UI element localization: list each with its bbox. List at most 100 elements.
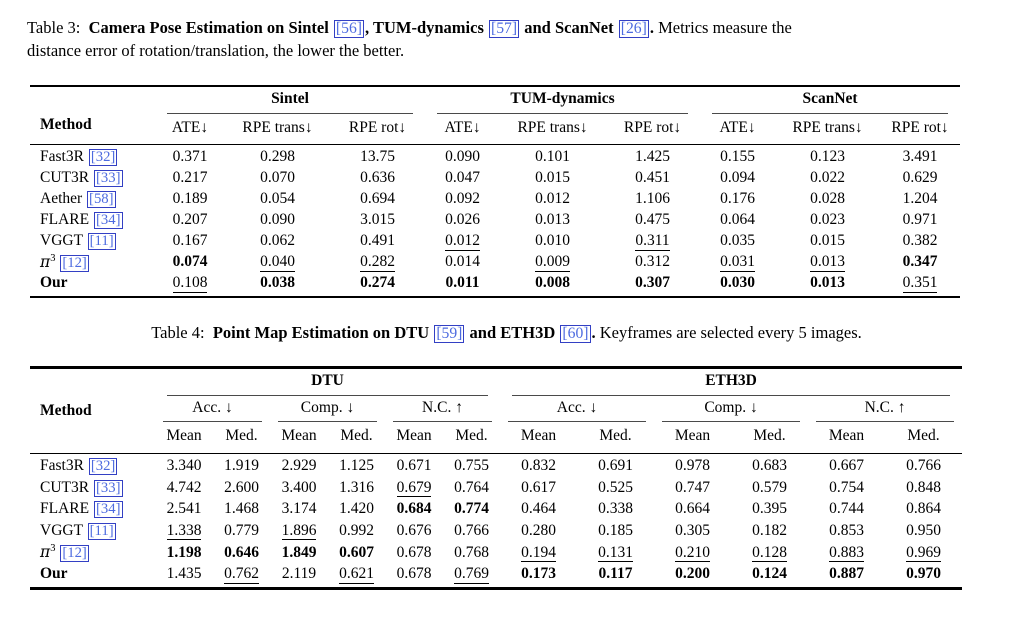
- metric-value: 3.491: [902, 148, 938, 166]
- metric-value: 1.204: [902, 190, 938, 208]
- metric-value: 0.744: [829, 500, 864, 518]
- citation-link[interactable]: [32]: [88, 458, 118, 475]
- value-cell: 1.435: [155, 564, 213, 589]
- metric-value: 3.174: [281, 500, 317, 518]
- citation-link[interactable]: [57]: [489, 20, 520, 38]
- value-cell: 0.744: [808, 499, 885, 521]
- method-name: Fast3R: [40, 148, 84, 166]
- table-row: Method DTU ETH3D: [30, 367, 962, 454]
- metric-value: 0.307: [635, 274, 670, 292]
- table-row: Acc. ↓ Comp. ↓ N.C. ↑ Acc. ↓ Comp. ↓ N.C. ↑: [30, 396, 962, 423]
- citation-link[interactable]: [34]: [93, 501, 123, 519]
- value-cell: 0.371: [155, 145, 225, 169]
- metric-value: 0.971: [902, 211, 938, 229]
- citation-link[interactable]: [32]: [88, 149, 118, 167]
- value-cell: 0.864: [885, 499, 962, 521]
- value-cell: 2.929: [270, 453, 328, 477]
- caption-text: Table 4:: [151, 323, 213, 342]
- value-cell: 0.491: [330, 231, 425, 252]
- metric-header-label: N.C. ↑: [422, 398, 463, 416]
- metric-value: 3.400: [281, 478, 317, 496]
- value-cell: 0.525: [577, 477, 654, 499]
- value-cell: 0.848: [885, 477, 962, 499]
- value-cell: 0.094: [700, 168, 775, 189]
- metric-value: 3.340: [166, 457, 202, 475]
- citation-link[interactable]: [58]: [87, 191, 116, 209]
- value-cell: 2.119: [270, 564, 328, 589]
- group-header-label: TUM-dynamics: [510, 90, 615, 107]
- metric-value: 0.950: [906, 522, 941, 540]
- value-cell: 0.074: [155, 252, 225, 273]
- value-cell: 0.274: [330, 273, 425, 297]
- metric-value: 0.200: [675, 565, 710, 583]
- subcolumn-header: Med.: [443, 422, 501, 454]
- subcolumn-header: Med.: [885, 422, 963, 454]
- subcolumn-header: Mean: [155, 422, 213, 454]
- metric-value: 0.013: [810, 274, 845, 292]
- citation-link[interactable]: [56]: [333, 20, 364, 38]
- citation-link[interactable]: [26]: [618, 20, 649, 38]
- value-cell: 0.883: [808, 542, 885, 564]
- metric-value: 1.316: [339, 478, 374, 496]
- value-cell: 0.853: [808, 521, 885, 543]
- value-cell: 0.970: [885, 564, 962, 589]
- metric-value: 0.298: [260, 148, 295, 166]
- metric-value: 0.074: [172, 253, 208, 271]
- group-header-label: ScanNet: [802, 90, 858, 107]
- citation-link[interactable]: [34]: [93, 212, 123, 230]
- metric-value: 0.848: [906, 478, 941, 496]
- value-cell: 0.832: [500, 453, 577, 477]
- value-cell: 0.108: [155, 273, 225, 297]
- metric-header: Comp. ↓: [654, 396, 808, 423]
- value-cell: 0.312: [605, 252, 700, 273]
- value-cell: 1.106: [605, 189, 700, 210]
- metric-value: 0.038: [260, 274, 295, 292]
- subcolumn-header: Mean: [808, 422, 886, 454]
- citation-link[interactable]: [11]: [87, 523, 116, 540]
- citation-link[interactable]: [12]: [60, 545, 89, 562]
- value-cell: 0.023: [775, 210, 880, 231]
- value-cell: 0.012: [425, 231, 500, 252]
- value-cell: 0.047: [425, 168, 500, 189]
- metric-value: 0.864: [906, 500, 941, 518]
- value-cell: 0.011: [425, 273, 500, 297]
- citation-link[interactable]: [59]: [434, 325, 465, 343]
- value-cell: 0.768: [443, 542, 500, 564]
- metric-value: 0.010: [535, 232, 570, 250]
- metric-value: 0.128: [752, 543, 787, 562]
- metric-value: 1.125: [339, 457, 374, 475]
- metric-value: 0.031: [720, 253, 755, 272]
- value-cell: 0.694: [330, 189, 425, 210]
- metric-value: 0.766: [454, 522, 489, 540]
- value-cell: 0.173: [500, 564, 577, 589]
- metric-value: 0.028: [810, 190, 845, 208]
- method-name-sup: 3: [50, 543, 56, 554]
- metric-value: 0.683: [752, 457, 787, 475]
- value-cell: 2.600: [213, 477, 270, 499]
- subcolumn-header: Med.: [577, 422, 655, 454]
- citation-link[interactable]: [11]: [87, 233, 116, 251]
- metric-value: 0.621: [339, 565, 374, 584]
- value-cell: 0.887: [808, 564, 885, 589]
- metric-value: 0.014: [445, 253, 480, 271]
- metric-value: 0.124: [752, 565, 787, 583]
- citation-link[interactable]: [12]: [60, 254, 89, 272]
- value-cell: 3.491: [880, 145, 960, 169]
- column-header: RPE trans↓: [775, 113, 881, 146]
- metric-value: 0.013: [810, 253, 845, 272]
- value-cell: 0.013: [775, 252, 880, 273]
- value-cell: 0.311: [605, 231, 700, 252]
- metric-value: 0.280: [521, 522, 556, 540]
- citation-link[interactable]: [33]: [93, 170, 123, 188]
- table-row: Mean Med. Mean Med. Mean Med. Mean Med. Mean Med.…: [30, 422, 963, 454]
- table-row: FLARE [34] 2.541 1.468 3.174 1.420 0.684 0.774…: [30, 499, 962, 521]
- metric-value: 0.475: [635, 211, 670, 229]
- citation-link[interactable]: [60]: [560, 325, 591, 343]
- table-row: VGGT [11] 1.338 0.779 1.896 0.992 0.676 0.766 0…: [30, 521, 962, 543]
- metric-value: 0.676: [396, 522, 432, 540]
- metric-value: 0.094: [720, 169, 755, 187]
- metric-value: 3.015: [360, 211, 395, 229]
- column-header: RPE rot↓: [880, 113, 961, 146]
- citation-link[interactable]: [33]: [93, 479, 123, 497]
- metric-value: 0.070: [260, 169, 295, 187]
